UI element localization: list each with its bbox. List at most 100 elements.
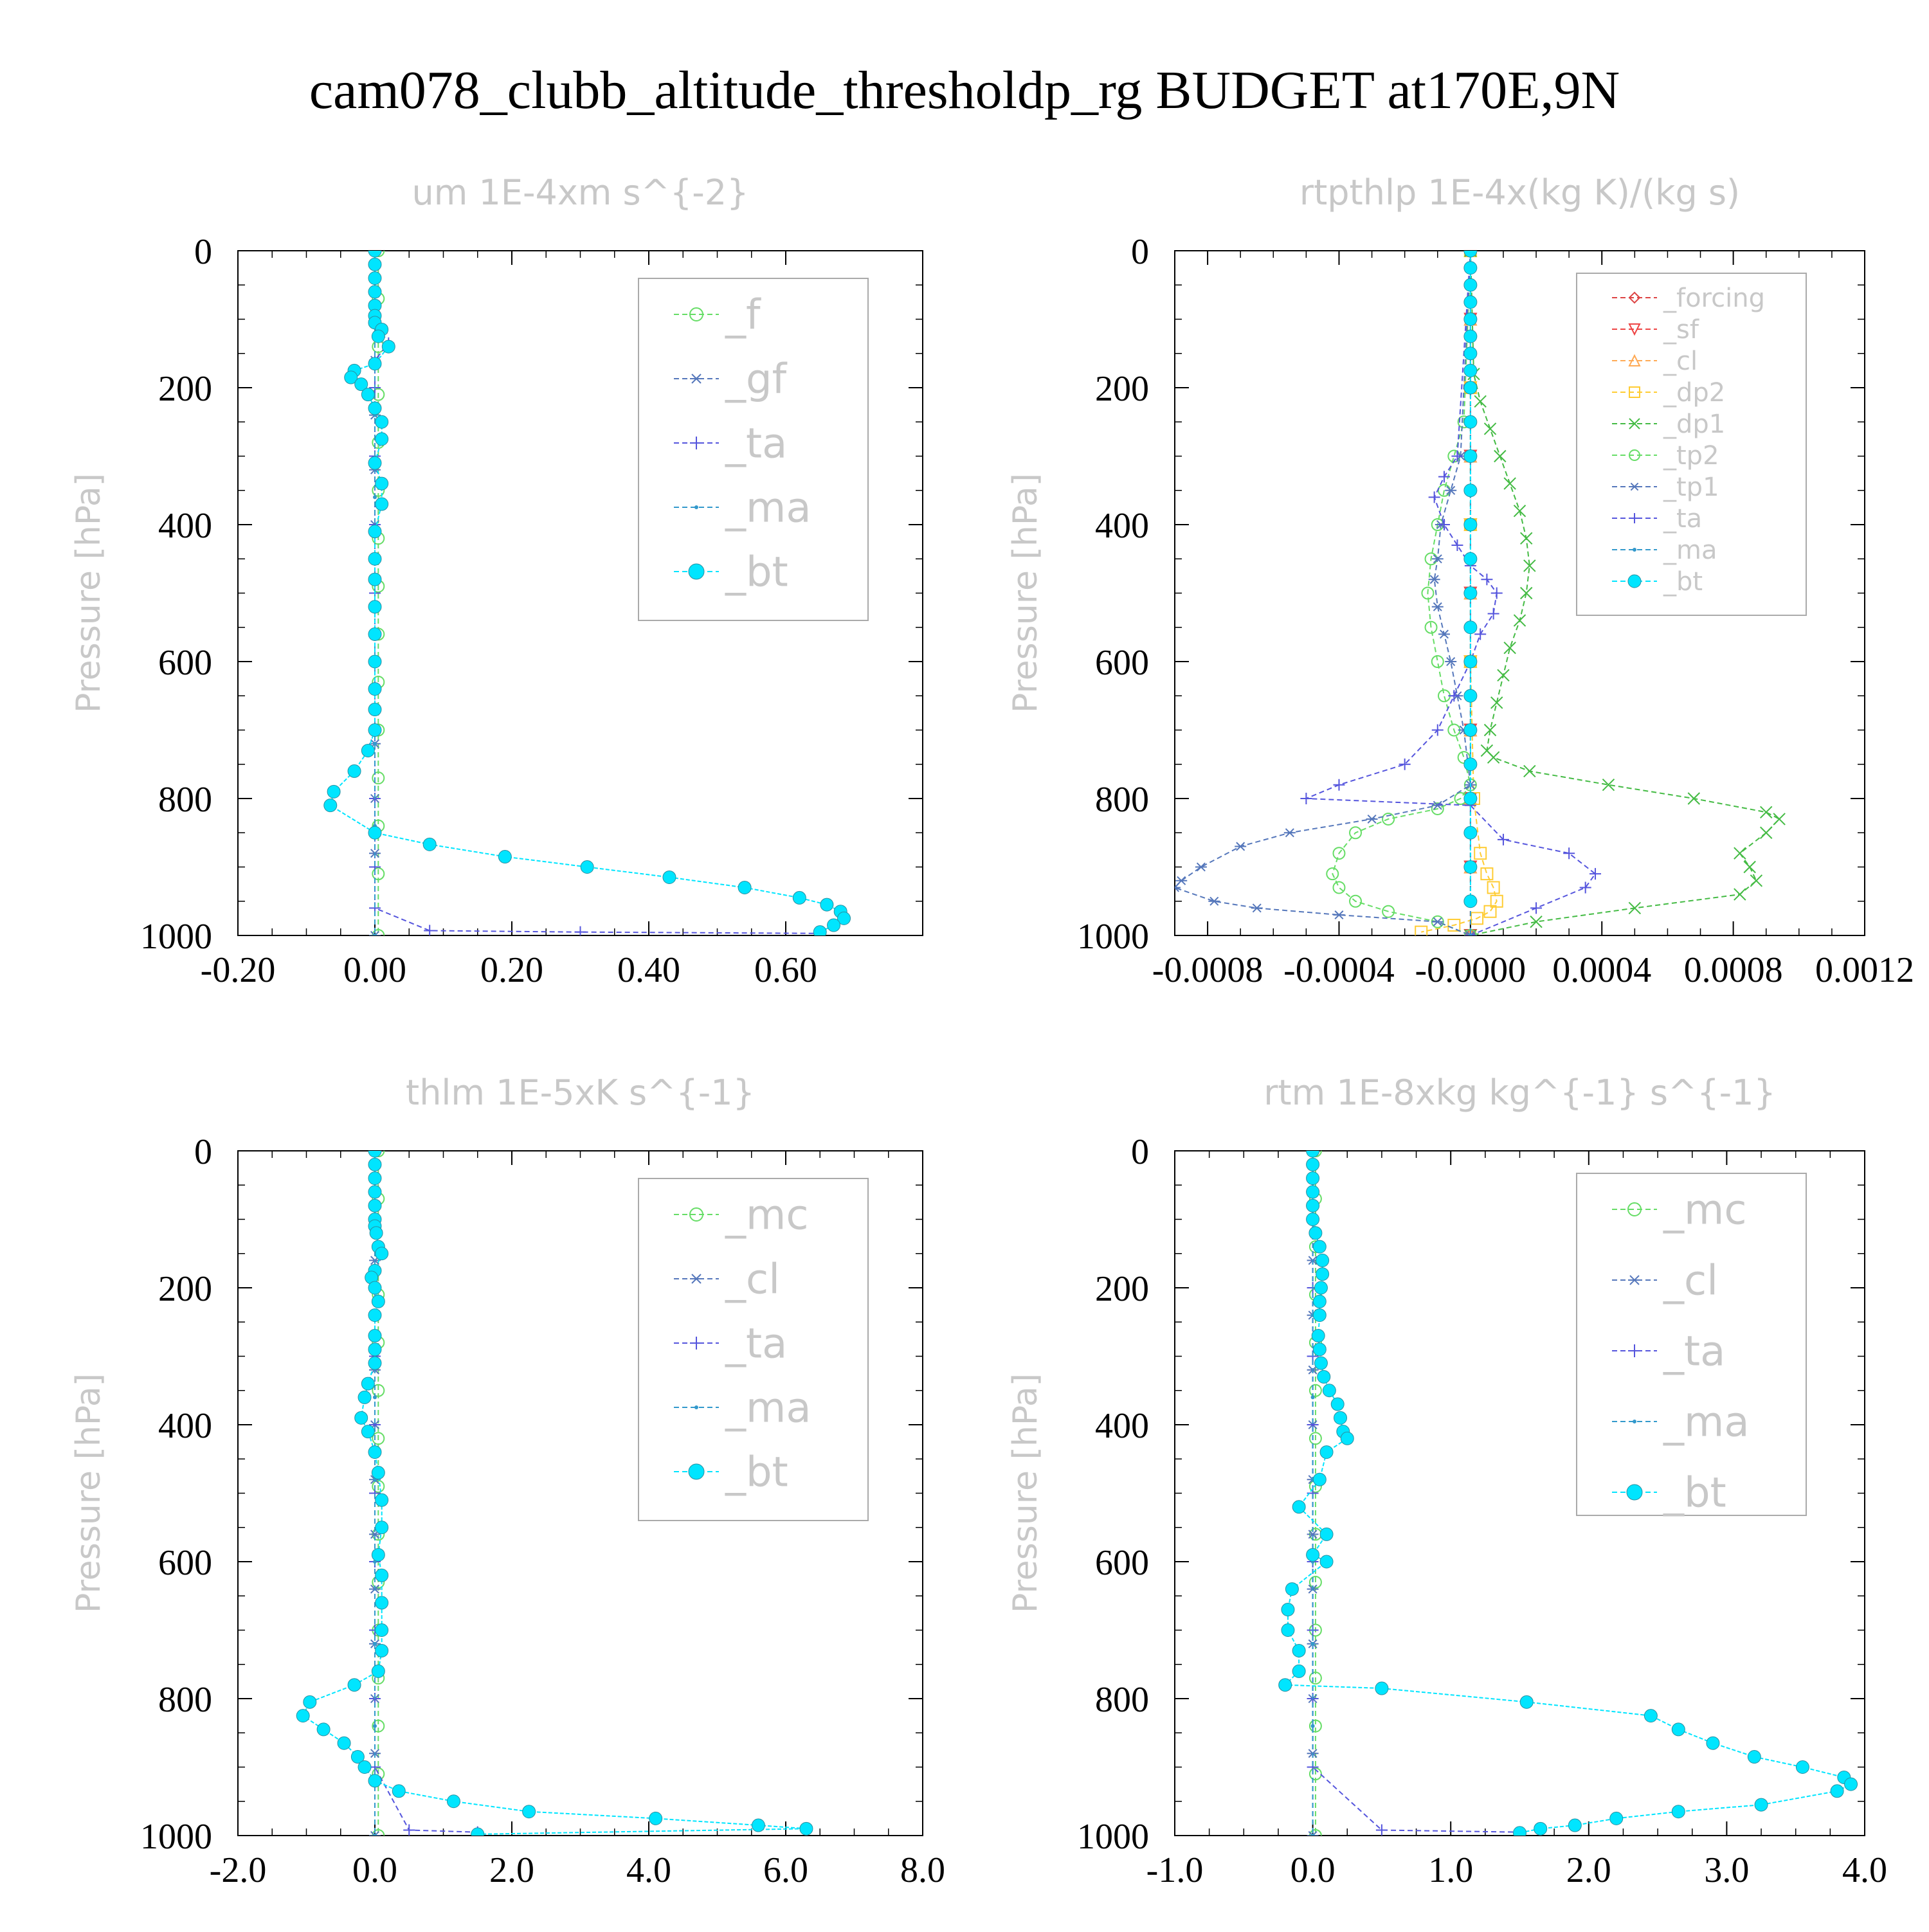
marker bbox=[372, 1384, 385, 1397]
marker bbox=[1428, 491, 1440, 503]
legend: _forcing_sf_cl_dp2_dp1_tp2_tp1_ta_ma_bt bbox=[1576, 273, 1807, 616]
legend-label: _cl bbox=[1663, 347, 1698, 376]
marker bbox=[358, 1760, 372, 1774]
marker bbox=[1311, 1329, 1325, 1343]
marker bbox=[1312, 1240, 1327, 1254]
legend-label: _tp2 bbox=[1663, 441, 1719, 471]
x-tick-label: 3.0 bbox=[1704, 1850, 1749, 1890]
series-ta bbox=[1307, 1151, 1526, 1836]
marker bbox=[1671, 1805, 1685, 1819]
series-bt bbox=[1278, 1151, 1858, 1836]
marker bbox=[1628, 354, 1641, 366]
marker bbox=[1734, 888, 1746, 901]
marker bbox=[1760, 826, 1773, 839]
marker bbox=[368, 251, 382, 258]
x-tick-label: 6.0 bbox=[763, 1850, 808, 1890]
marker bbox=[1437, 689, 1451, 703]
marker bbox=[690, 1274, 703, 1284]
marker bbox=[1463, 278, 1478, 292]
marker bbox=[1463, 261, 1478, 275]
marker bbox=[1483, 905, 1497, 918]
marker bbox=[1424, 620, 1438, 634]
panel-4: rtm 1E-8xkg kg^{-1} s^{-1} Pressure [hPa]… bbox=[1006, 1072, 1887, 1890]
legend-box bbox=[1576, 273, 1807, 616]
marker bbox=[1629, 449, 1640, 461]
marker bbox=[1312, 1294, 1327, 1308]
marker bbox=[1421, 586, 1435, 600]
series-line bbox=[1175, 251, 1471, 935]
marker bbox=[1490, 587, 1503, 599]
marker bbox=[368, 1342, 382, 1357]
marker bbox=[1463, 363, 1478, 377]
marker bbox=[368, 552, 382, 566]
marker bbox=[422, 837, 437, 851]
marker bbox=[1463, 791, 1478, 806]
y-tick-label: 800 bbox=[158, 1680, 212, 1720]
marker bbox=[1644, 1709, 1658, 1723]
marker bbox=[1309, 1384, 1322, 1397]
marker bbox=[1747, 1750, 1761, 1764]
marker bbox=[1629, 482, 1640, 491]
legend-box bbox=[1576, 1173, 1807, 1516]
marker bbox=[580, 860, 594, 874]
marker bbox=[1463, 518, 1478, 532]
marker bbox=[1431, 917, 1444, 926]
marker bbox=[424, 925, 436, 935]
marker bbox=[1431, 554, 1444, 564]
series-line bbox=[1420, 251, 1498, 933]
marker bbox=[1332, 881, 1346, 894]
marker bbox=[813, 925, 827, 935]
marker bbox=[323, 799, 338, 813]
marker bbox=[1382, 812, 1395, 826]
marker bbox=[1503, 641, 1516, 655]
marker bbox=[1520, 586, 1533, 600]
series-line bbox=[374, 1151, 478, 1833]
marker bbox=[690, 437, 703, 449]
legend-label: _sf bbox=[1663, 315, 1699, 345]
marker bbox=[1523, 559, 1536, 572]
marker bbox=[373, 1641, 377, 1646]
marker bbox=[368, 723, 382, 737]
y-tick-label: 0 bbox=[194, 1132, 212, 1172]
marker bbox=[1382, 905, 1395, 918]
marker bbox=[368, 703, 382, 717]
y-tick-label: 800 bbox=[1095, 1680, 1149, 1720]
marker bbox=[1316, 1253, 1330, 1267]
marker bbox=[574, 926, 586, 935]
marker bbox=[1490, 696, 1503, 709]
marker bbox=[372, 772, 385, 785]
marker bbox=[1235, 842, 1247, 851]
marker bbox=[1464, 930, 1476, 935]
marker bbox=[371, 1294, 385, 1308]
legend-label: _bt bbox=[725, 1449, 788, 1496]
marker bbox=[1497, 833, 1509, 845]
marker bbox=[368, 1185, 382, 1199]
marker bbox=[1330, 1397, 1345, 1411]
marker bbox=[373, 1834, 377, 1836]
marker bbox=[1349, 826, 1363, 840]
marker bbox=[1463, 757, 1478, 772]
marker bbox=[1463, 483, 1478, 498]
panel-title: um 1E-4xm s^{-2} bbox=[412, 172, 749, 213]
marker bbox=[690, 374, 703, 384]
series-group bbox=[1175, 251, 1786, 935]
marker bbox=[1310, 1641, 1315, 1646]
marker bbox=[368, 655, 382, 669]
marker bbox=[1438, 471, 1450, 483]
series-group bbox=[296, 1151, 813, 1836]
series-bt bbox=[1463, 251, 1478, 908]
legend-label: _bt bbox=[1663, 567, 1703, 597]
marker bbox=[1629, 386, 1640, 398]
x-tick-label: 2.0 bbox=[489, 1850, 534, 1890]
marker bbox=[1463, 586, 1478, 600]
marker bbox=[837, 911, 851, 925]
marker bbox=[1474, 847, 1487, 860]
marker bbox=[1629, 513, 1640, 523]
marker bbox=[1306, 1151, 1320, 1158]
y-tick-label: 0 bbox=[1131, 1132, 1149, 1172]
marker bbox=[303, 1695, 317, 1709]
marker bbox=[392, 1784, 406, 1798]
marker bbox=[1627, 574, 1642, 588]
